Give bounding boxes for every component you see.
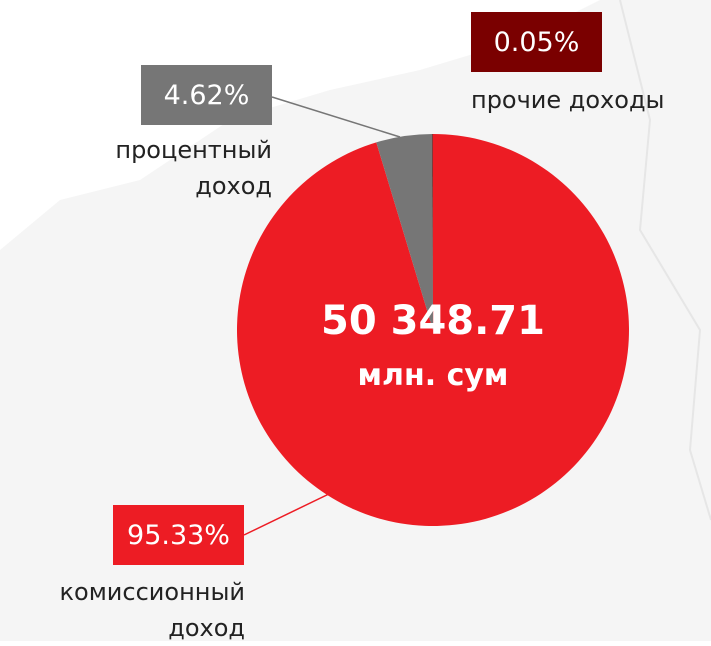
map-border — [619, 0, 711, 521]
pie-slice — [432, 134, 433, 330]
leader-line — [243, 491, 334, 536]
leader-line — [271, 96, 401, 138]
pie-slice — [376, 134, 433, 330]
value-label: 4.62% — [141, 65, 272, 125]
value-label: 95.33% — [113, 505, 244, 565]
value-label: 0.05% — [471, 12, 602, 72]
category-label: прочие доходы — [471, 86, 665, 114]
category-label: процентный доход — [115, 136, 272, 200]
category-label: комиссионный доход — [59, 578, 245, 642]
unit: млн. сум — [357, 358, 509, 393]
total: 50 348.71 — [321, 298, 545, 344]
